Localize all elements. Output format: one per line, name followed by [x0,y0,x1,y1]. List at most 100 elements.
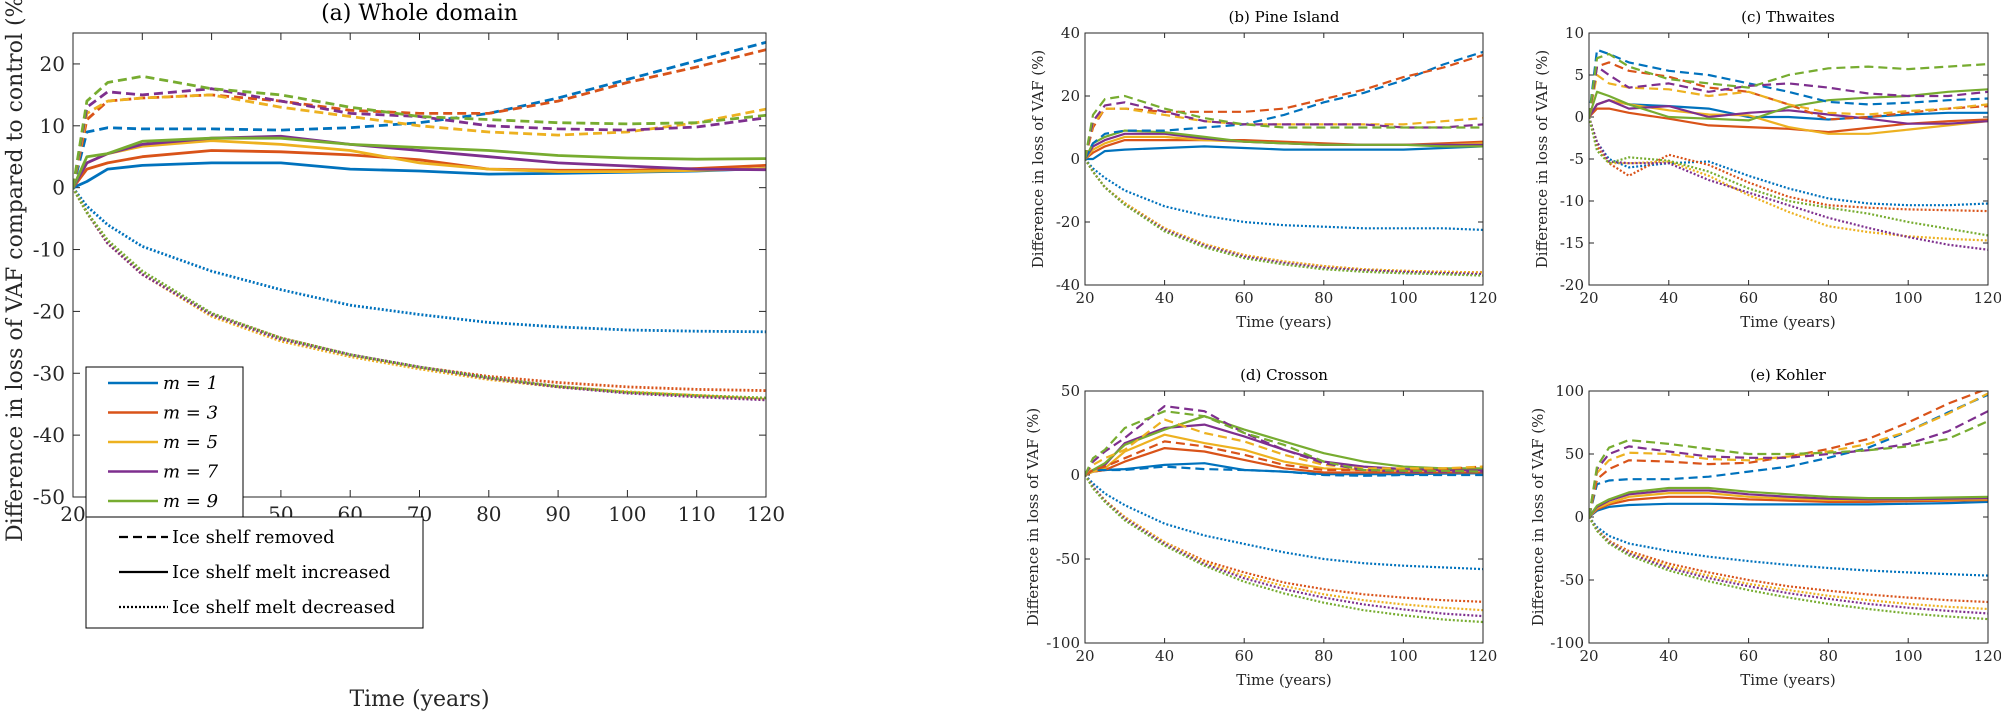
legend-m-box [85,366,244,523]
series-line-m5-dotted [1589,116,1988,242]
series-line-m1-dotted [1589,516,1988,577]
y-axis-title: Difference in loss of VAF (%) [1029,50,1047,268]
legend-m: m = 1 m = 3 m = 5 m = 7 m = 9 [85,366,244,523]
y-tick-label: -5 [1569,150,1584,168]
x-tick-label: 100 [1389,647,1418,665]
y-tick-label: -50 [1056,550,1080,568]
legend-item-m5: m = 5 [108,432,218,453]
x-axis-title: Time (years) [1740,313,1836,331]
y-tick-label: 0 [1574,508,1584,526]
x-tick-label: 20 [60,502,85,526]
legend-label: m = 9 [163,491,218,512]
legend-label: m = 5 [163,432,218,453]
ticks-e: 20 40 60 80 100 120 -100 -50 0 50 100 [1550,382,2001,665]
series-line-m9-dotted [73,187,766,400]
series-line-m7-dotted [1589,116,1988,251]
series-line-m5-dashed [73,93,766,188]
panel-a: (a) Whole domain Difference in loss of V… [3,0,785,712]
x-tick-label: 20 [1579,289,1598,307]
series-line-m7-dashed [1589,65,1988,118]
plot-area-frame [1084,32,1484,286]
series-line-m5-dashed [1085,107,1483,160]
series-line-m1-dotted [1085,474,1483,571]
series-line-m3-dotted [1085,158,1483,274]
series-line-m1-dotted [1589,116,1988,207]
legend-item-m3: m = 3 [108,403,218,424]
y-tick-label: -40 [33,423,65,447]
series-line-m3-solid [73,149,766,189]
x-tick-label: 100 [608,502,646,526]
x-tick-label: 20 [1075,647,1094,665]
x-tick-label: 120 [1974,289,2001,307]
x-axis-title: Time (years) [1236,671,1332,689]
series-line-m9-dashed [1085,410,1483,476]
series-line-m9-dotted [1589,516,1988,621]
x-tick-label: 110 [678,502,716,526]
plot-area-frame [72,32,767,498]
series-line-m9-solid [1085,129,1483,160]
series-line-m3-solid [1589,495,1988,518]
panel-title: (c) Thwaites [1741,8,1835,26]
y-tick-label: 50 [1565,445,1584,463]
x-tick-label: 120 [1974,647,2001,665]
x-tick-label: 100 [1894,647,1923,665]
series-line-m9-solid [1085,415,1483,476]
y-axis-title: Difference in loss of VAF compared to co… [3,0,28,542]
panel-e: (e) Kohler Difference in loss of VAF (%)… [1529,366,2001,689]
series-line-m9-dotted [1589,116,1988,237]
panel-title: (a) Whole domain [321,1,518,26]
x-tick-label: 40 [1155,647,1174,665]
y-tick-label: 20 [1061,87,1080,105]
plot-area-frame [1588,390,1989,644]
x-tick-label: 100 [1389,289,1418,307]
y-tick-label: -20 [33,299,65,323]
series-line-m5-dotted [1085,158,1483,274]
series-line-m9-solid [1589,486,1988,518]
legend-label: m = 7 [163,462,219,483]
series-line-m9-dashed [1589,52,1988,118]
panel-c: (c) Thwaites Difference in loss of VAF (… [1533,8,2001,331]
y-axis-label: Difference in loss of VAF (%) [1529,408,1547,626]
panel-d: (d) Crosson Difference in loss of VAF (%… [1024,366,1497,689]
series-line-m5-dashed [1589,73,1988,118]
y-axis-label: Difference in loss of VAF compared to co… [3,0,28,542]
series-line-m1-dashed [73,40,766,189]
x-tick-label: 80 [476,502,501,526]
y-tick-label: 100 [1555,382,1584,400]
legend-style: Ice shelf removed Ice shelf melt increase… [85,516,424,629]
series-line-m1-solid [1085,145,1483,161]
series-line-m5-dashed [1085,418,1483,476]
x-tick-label: 40 [1659,289,1678,307]
series-line-m5-dashed [1589,392,1988,518]
series-line-m1-dashed [1589,48,1988,118]
y-tick-label: 5 [1574,66,1584,84]
series-lines-c [1589,48,1988,251]
series-line-m1-dashed [1085,465,1483,477]
series-line-m7-dashed [73,87,766,188]
series-line-m9-dotted [1085,158,1483,277]
series-lines-a [73,40,766,402]
series-lines-e [1589,391,1988,621]
series-line-m9-dashed [1589,420,1988,518]
series-line-m7-dotted [73,187,766,402]
y-tick-label: 20 [40,52,65,76]
legend-item-dotted: Ice shelf melt decreased [119,597,395,618]
y-tick-label: -15 [1560,234,1584,252]
series-line-m3-dashed [73,48,766,188]
series-line-m9-solid [73,136,766,189]
x-tick-label: 20 [1579,647,1598,665]
y-axis-title: Difference in loss of VAF (%) [1529,408,1547,626]
series-line-m9-dashed [1085,94,1483,160]
x-tick-label: 60 [1739,647,1758,665]
y-tick-label: 0 [1070,466,1080,484]
y-tick-label: 0 [52,176,65,200]
legend-item-m9: m = 9 [108,491,218,512]
series-line-m9-dotted [1085,474,1483,624]
y-tick-label: 40 [1061,24,1080,42]
y-tick-label: -20 [1056,213,1080,231]
series-line-m1-solid [1589,500,1988,518]
series-line-m3-dotted [73,187,766,392]
x-tick-label: 120 [1469,289,1498,307]
y-tick-label: -20 [1560,276,1584,294]
plot-area-frame [1084,390,1484,644]
